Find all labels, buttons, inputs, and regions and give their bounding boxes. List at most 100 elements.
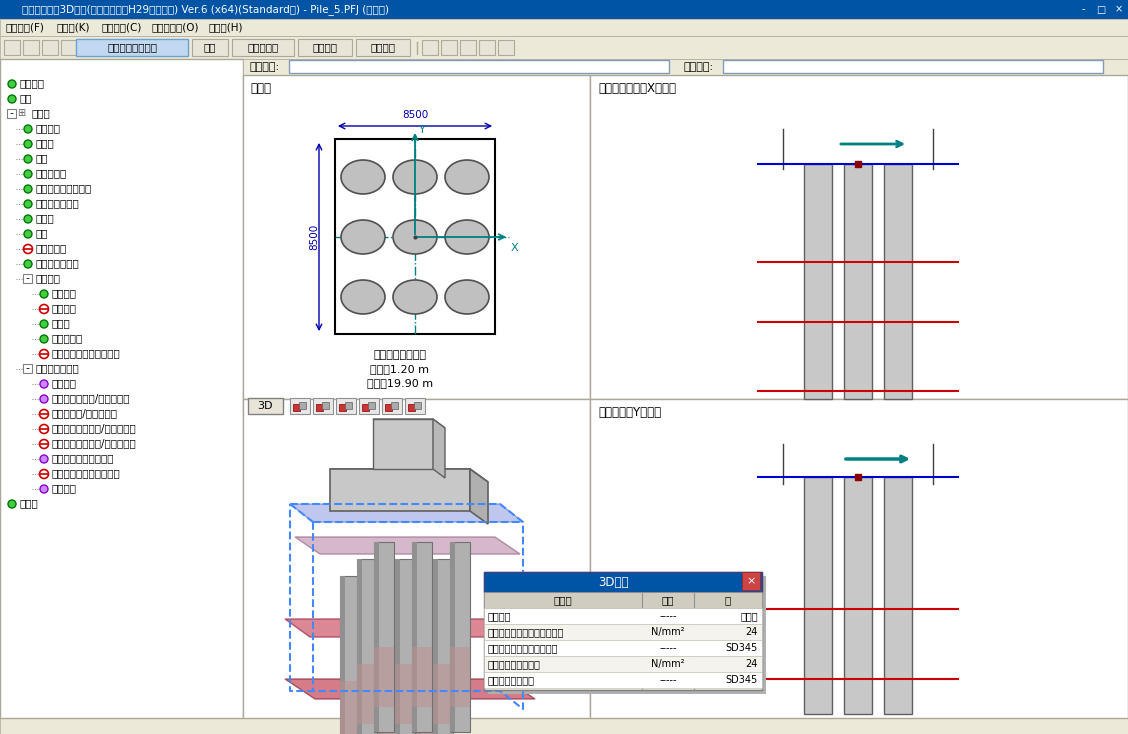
- Text: 入力: 入力: [204, 43, 217, 53]
- Bar: [61, 40, 77, 55]
- Text: 杭体: 杭体: [36, 228, 49, 239]
- Circle shape: [39, 455, 49, 463]
- Text: フーチング設計: フーチング設計: [36, 258, 80, 269]
- Bar: [378, 576, 398, 734]
- Bar: [450, 647, 470, 707]
- Bar: [312, 398, 333, 414]
- Text: 地層: 地層: [20, 93, 33, 103]
- Circle shape: [24, 185, 32, 193]
- Text: -: -: [26, 274, 29, 283]
- Text: 設計調書: 設計調書: [370, 43, 396, 53]
- Bar: [290, 398, 310, 414]
- Bar: [884, 164, 913, 399]
- Circle shape: [39, 395, 49, 403]
- Circle shape: [24, 140, 32, 148]
- Ellipse shape: [341, 160, 385, 194]
- Circle shape: [39, 424, 49, 434]
- Bar: [0, 59, 1128, 718]
- Text: ×: ×: [1114, 4, 1123, 15]
- Bar: [23, 274, 32, 283]
- Bar: [374, 647, 394, 707]
- Bar: [412, 542, 417, 732]
- Bar: [391, 402, 398, 409]
- Bar: [0, 718, 1128, 734]
- Bar: [293, 404, 300, 411]
- Bar: [590, 75, 1128, 399]
- Bar: [433, 664, 453, 724]
- Bar: [742, 572, 760, 590]
- Circle shape: [24, 125, 32, 133]
- Text: 基準値(K): 基準値(K): [56, 23, 90, 32]
- Bar: [385, 404, 393, 411]
- Text: 杭基礎: 杭基礎: [30, 109, 50, 118]
- Text: 基礎の設計・3D配筋(部分係数法・H29道示対応) Ver.6 (x64)(Standard版) - Pile_5.PFJ (杭基礎): 基礎の設計・3D配筋(部分係数法・H29道示対応) Ver.6 (x64)(St…: [23, 4, 389, 15]
- Bar: [412, 647, 432, 707]
- Bar: [1075, 0, 1092, 19]
- Polygon shape: [285, 679, 535, 699]
- Bar: [0, 36, 1128, 59]
- Text: 設計基準強度（杭）: 設計基準強度（杭）: [488, 659, 540, 669]
- Bar: [243, 59, 1128, 76]
- Ellipse shape: [446, 220, 490, 254]
- Text: -----: -----: [659, 643, 677, 653]
- Polygon shape: [290, 504, 523, 522]
- Text: ヘルプ(H): ヘルプ(H): [209, 23, 243, 32]
- Circle shape: [24, 260, 32, 268]
- Polygon shape: [296, 537, 520, 554]
- Text: 杭種：場所打ち杭: 杭種：場所打ち杭: [373, 350, 426, 360]
- Bar: [243, 399, 590, 718]
- Text: 杭配置: 杭配置: [36, 139, 55, 148]
- Text: 材料: 材料: [36, 153, 49, 164]
- Text: 杭長：19.90 m: 杭長：19.90 m: [367, 378, 433, 388]
- Bar: [497, 40, 514, 55]
- Bar: [484, 640, 763, 656]
- Text: 属性値: 属性値: [554, 595, 572, 605]
- Bar: [356, 664, 377, 724]
- Text: -----: -----: [659, 675, 677, 685]
- Bar: [232, 39, 294, 56]
- Text: 基礎ばね: 基礎ばね: [52, 484, 77, 493]
- Circle shape: [8, 80, 16, 88]
- Circle shape: [8, 500, 16, 508]
- Text: フーチング（永続/変動作用）: フーチング（永続/変動作用）: [52, 438, 136, 448]
- Ellipse shape: [341, 280, 385, 314]
- Text: N/mm²: N/mm²: [651, 659, 685, 669]
- Circle shape: [39, 470, 49, 479]
- Bar: [395, 559, 415, 734]
- Text: SD345: SD345: [725, 675, 758, 685]
- Text: 安定計算（永続/変動作用）: 安定計算（永続/変動作用）: [52, 393, 131, 404]
- Text: 杭体（永続/変動作用）: 杭体（永続/変動作用）: [52, 409, 118, 418]
- Text: 平面図: 平面図: [250, 82, 271, 95]
- Polygon shape: [470, 469, 488, 524]
- Bar: [374, 542, 394, 732]
- Bar: [488, 576, 766, 694]
- Text: -----: -----: [659, 611, 677, 621]
- Text: 基礎形式: 基礎形式: [488, 611, 511, 621]
- Text: 基礎選択: 基礎選択: [20, 79, 45, 89]
- Text: 計算書作成: 計算書作成: [247, 43, 279, 53]
- Bar: [23, 364, 32, 373]
- Text: 橋軸直角方向（X方向）: 橋軸直角方向（X方向）: [598, 82, 676, 95]
- Bar: [378, 576, 384, 734]
- Circle shape: [39, 349, 49, 358]
- Bar: [408, 404, 415, 411]
- Bar: [433, 559, 453, 734]
- Bar: [844, 477, 872, 714]
- Bar: [395, 664, 415, 724]
- Bar: [0, 0, 1128, 19]
- Text: ×: ×: [747, 576, 756, 586]
- Circle shape: [39, 410, 49, 418]
- Text: 24: 24: [746, 627, 758, 637]
- Bar: [5, 40, 20, 55]
- Bar: [340, 576, 360, 734]
- Bar: [422, 40, 438, 55]
- Bar: [340, 576, 345, 734]
- Bar: [362, 404, 369, 411]
- Bar: [321, 402, 329, 409]
- Bar: [7, 109, 16, 118]
- Text: フーチング形状: フーチング形状: [36, 198, 80, 208]
- Bar: [356, 39, 409, 56]
- Bar: [450, 542, 455, 732]
- Text: 計算条件: 計算条件: [36, 123, 61, 134]
- Text: 計算実行(C): 計算実行(C): [102, 23, 142, 32]
